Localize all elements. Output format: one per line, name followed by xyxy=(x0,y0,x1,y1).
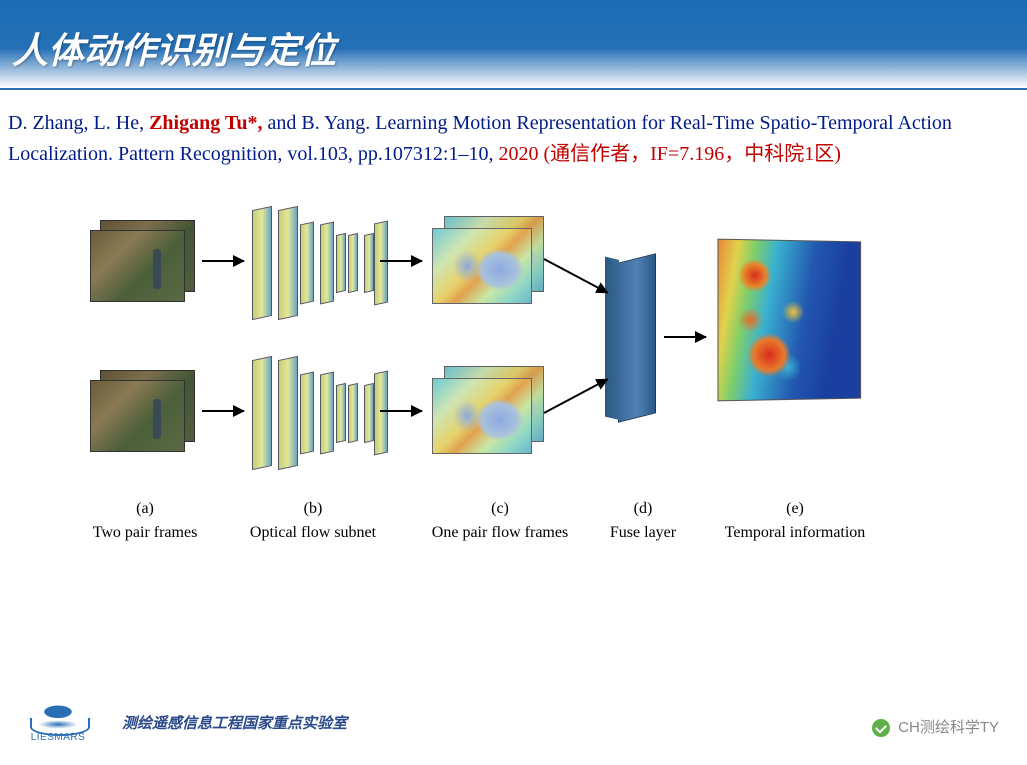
column-label: (e) Temporal information xyxy=(700,500,890,542)
authors-pre: D. Zhang, L. He, xyxy=(8,112,149,134)
cnn-subnet-top xyxy=(252,208,388,318)
temporal-heatmap-icon xyxy=(717,239,861,402)
column-letter: (d) xyxy=(588,500,698,518)
column-caption: One pair flow frames xyxy=(432,524,568,541)
author-emphasis: Zhigang Tu*, xyxy=(149,112,262,134)
cnn-layer-icon xyxy=(300,372,314,455)
globe-icon xyxy=(34,702,82,730)
video-frame-icon xyxy=(90,380,185,452)
wechat-icon xyxy=(872,719,890,737)
cnn-layer-icon xyxy=(374,221,388,306)
lab-name: 测绘遥感信息工程国家重点实验室 xyxy=(122,712,347,733)
cnn-layer-icon xyxy=(348,233,358,293)
video-frame-icon xyxy=(90,230,185,302)
arrow-icon xyxy=(544,378,609,414)
cnn-layer-icon xyxy=(320,222,334,305)
liesmars-logo: LIESMARS xyxy=(22,702,94,743)
column-label: (c) One pair flow frames xyxy=(410,500,590,542)
optical-flow-icon xyxy=(432,378,532,454)
cnn-layer-icon xyxy=(278,206,298,320)
cnn-layer-icon xyxy=(252,356,272,470)
column-label: (a) Two pair frames xyxy=(70,500,220,542)
cnn-layer-icon xyxy=(364,383,374,443)
arrow-icon xyxy=(202,260,244,262)
slide-title: 人体动作识别与定位 xyxy=(12,22,1027,74)
citation-line: D. Zhang, L. He, Zhigang Tu*, and B. Yan… xyxy=(0,90,1027,170)
arrow-icon xyxy=(544,258,609,294)
cnn-layer-icon xyxy=(252,206,272,320)
cnn-layer-icon xyxy=(300,222,314,305)
column-letter: (c) xyxy=(410,500,590,518)
cnn-layer-icon xyxy=(320,372,334,455)
column-letter: (e) xyxy=(700,500,890,518)
cnn-subnet-bottom xyxy=(252,358,388,468)
cnn-layer-icon xyxy=(278,356,298,470)
architecture-diagram: (a) Two pair frames (b) Optical flow subnet… xyxy=(0,180,1027,600)
column-label: (b) Optical flow subnet xyxy=(228,500,398,542)
optical-flow-icon xyxy=(432,228,532,304)
column-caption: Two pair frames xyxy=(93,524,198,541)
cnn-layer-icon xyxy=(336,383,346,443)
column-caption: Optical flow subnet xyxy=(250,524,376,541)
arrow-icon xyxy=(664,336,706,338)
arrow-icon xyxy=(380,410,422,412)
arrow-icon xyxy=(380,260,422,262)
cnn-layer-icon xyxy=(374,371,388,456)
column-label: (d) Fuse layer xyxy=(588,500,698,542)
cnn-layer-icon xyxy=(336,233,346,293)
column-caption: Fuse layer xyxy=(610,524,676,541)
column-caption: Temporal information xyxy=(725,524,866,541)
year-note: 2020 (通信作者，IF=7.196，中科院1区) xyxy=(498,143,840,165)
watermark-text: CH测绘科学TY xyxy=(898,719,999,736)
column-letter: (b) xyxy=(228,500,398,518)
slide-header: 人体动作识别与定位 xyxy=(0,0,1027,90)
cnn-layer-icon xyxy=(364,233,374,293)
column-letter: (a) xyxy=(70,500,220,518)
fuse-layer-icon xyxy=(618,253,656,422)
watermark: CH测绘科学TY xyxy=(872,716,999,737)
cnn-layer-icon xyxy=(348,383,358,443)
arrow-icon xyxy=(202,410,244,412)
